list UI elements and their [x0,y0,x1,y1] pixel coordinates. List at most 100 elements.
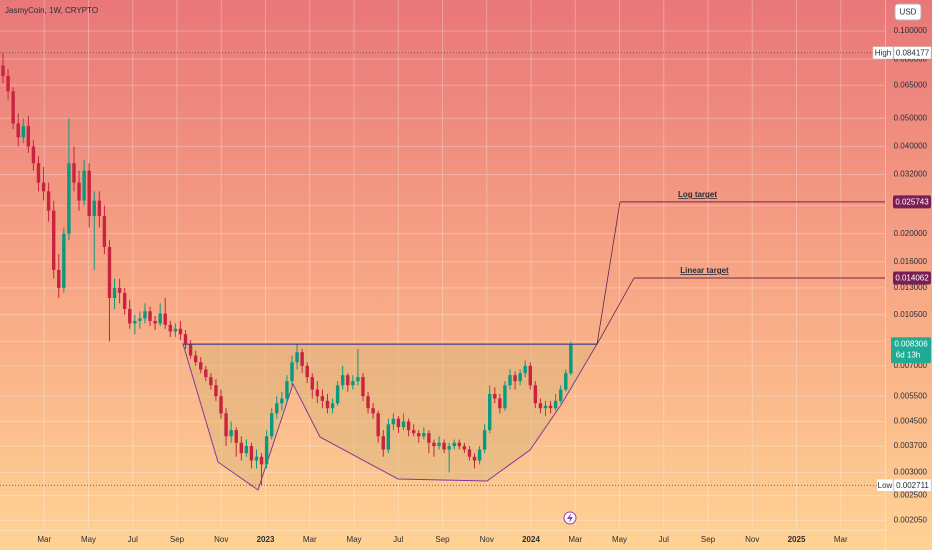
candle-body [31,146,36,164]
candle-body [564,373,568,390]
candle-body [472,456,477,461]
candle-body [488,393,492,431]
candle-body [82,170,86,201]
candle-body [315,389,320,397]
candle-body [229,430,233,437]
candle-body [16,123,20,138]
candle-body [72,163,76,183]
candle-body [351,381,355,386]
candle-body [26,126,31,147]
candle-body [249,446,254,461]
candle-body [153,320,157,324]
candle-body [264,436,269,465]
candle-body [396,418,401,428]
x-tick-label: Nov [214,535,228,544]
candle-body [143,311,147,319]
x-tick-label: 2024 [522,535,540,544]
last-price-box [891,337,931,364]
candle-body [391,418,396,425]
high-value: 0.084177 [896,48,930,57]
candle-body [36,163,41,183]
candle-body [346,375,350,386]
candle-body [381,436,385,450]
y-tick-label: 0.100000 [894,26,928,35]
y-tick-label: 0.002500 [894,491,928,500]
candle-body [107,246,112,298]
currency[interactable]: USD [900,8,917,17]
candle-body [335,385,340,404]
x-tick-label: May [612,535,627,544]
candle-body [427,433,431,443]
candle-body [133,320,137,324]
candle-body [366,396,370,409]
price-label: 0.025743 [895,198,929,207]
candle-body [173,328,178,332]
candle-body [259,456,264,465]
candle-body [356,377,360,382]
candle-body [432,442,436,447]
projection-line [596,201,621,345]
candle-body [97,200,102,217]
candle-body [183,334,188,345]
candle-body [214,385,218,397]
y-tick-label: 0.003000 [894,468,928,477]
candle-body [462,446,467,450]
candle-body [406,421,411,431]
x-tick-label: Jul [393,535,403,544]
y-tick-label: 0.005500 [894,391,928,400]
candle-body [452,442,456,447]
candle-body [503,385,507,409]
y-tick-label: 0.013000 [894,283,928,292]
currency-box[interactable] [894,3,922,21]
candle-body [285,381,289,399]
candle-body [188,344,193,356]
candle-body [280,398,284,404]
x-tick-label: Mar [568,535,582,544]
candle-body [543,405,548,409]
projection-line [596,277,635,345]
last-price: 0.008306 [894,339,928,348]
y-tick-label: 0.003700 [894,441,928,450]
candle-body [41,182,46,192]
y-tick-label: 0.010500 [894,310,928,319]
x-tick-label: May [346,535,361,544]
candle-body [148,311,152,321]
candle-body [138,318,142,321]
candle-body [513,375,517,382]
bar-countdown: 6d 13h [896,350,920,359]
candle-body [128,308,132,324]
candle-body [376,413,380,437]
candle-body [87,170,91,217]
candle-body [163,313,167,325]
candle-body [477,449,482,461]
low-value: 0.002711 [896,481,929,490]
x-tick-label: 2023 [257,535,275,544]
candle-body [46,191,51,211]
candle-body [92,200,96,217]
candle-body [209,377,213,386]
candle-body [112,287,117,298]
candle-body [254,456,259,461]
candle-body [239,442,243,454]
candle-body [340,375,345,386]
target-label: Linear target [680,266,729,275]
y-tick-label: 0.050000 [894,113,928,122]
x-tick-label: Nov [745,535,759,544]
y-tick-label: 0.004500 [894,417,928,426]
y-tick-label: 0.065000 [894,80,928,89]
candle-body [199,362,203,370]
candle-body [442,442,446,450]
candle-body [548,405,553,409]
y-tick-label: 0.040000 [894,142,928,151]
candle-body [11,91,15,124]
candle-body [67,163,71,234]
candle-body [538,403,543,409]
y-tick-label: 0.020000 [894,229,928,238]
high-tag-box [872,46,894,60]
candle-body [523,365,527,374]
x-tick-label: Sep [170,535,185,544]
x-tick-label: Sep [435,535,450,544]
low-tag: Low [878,481,893,490]
